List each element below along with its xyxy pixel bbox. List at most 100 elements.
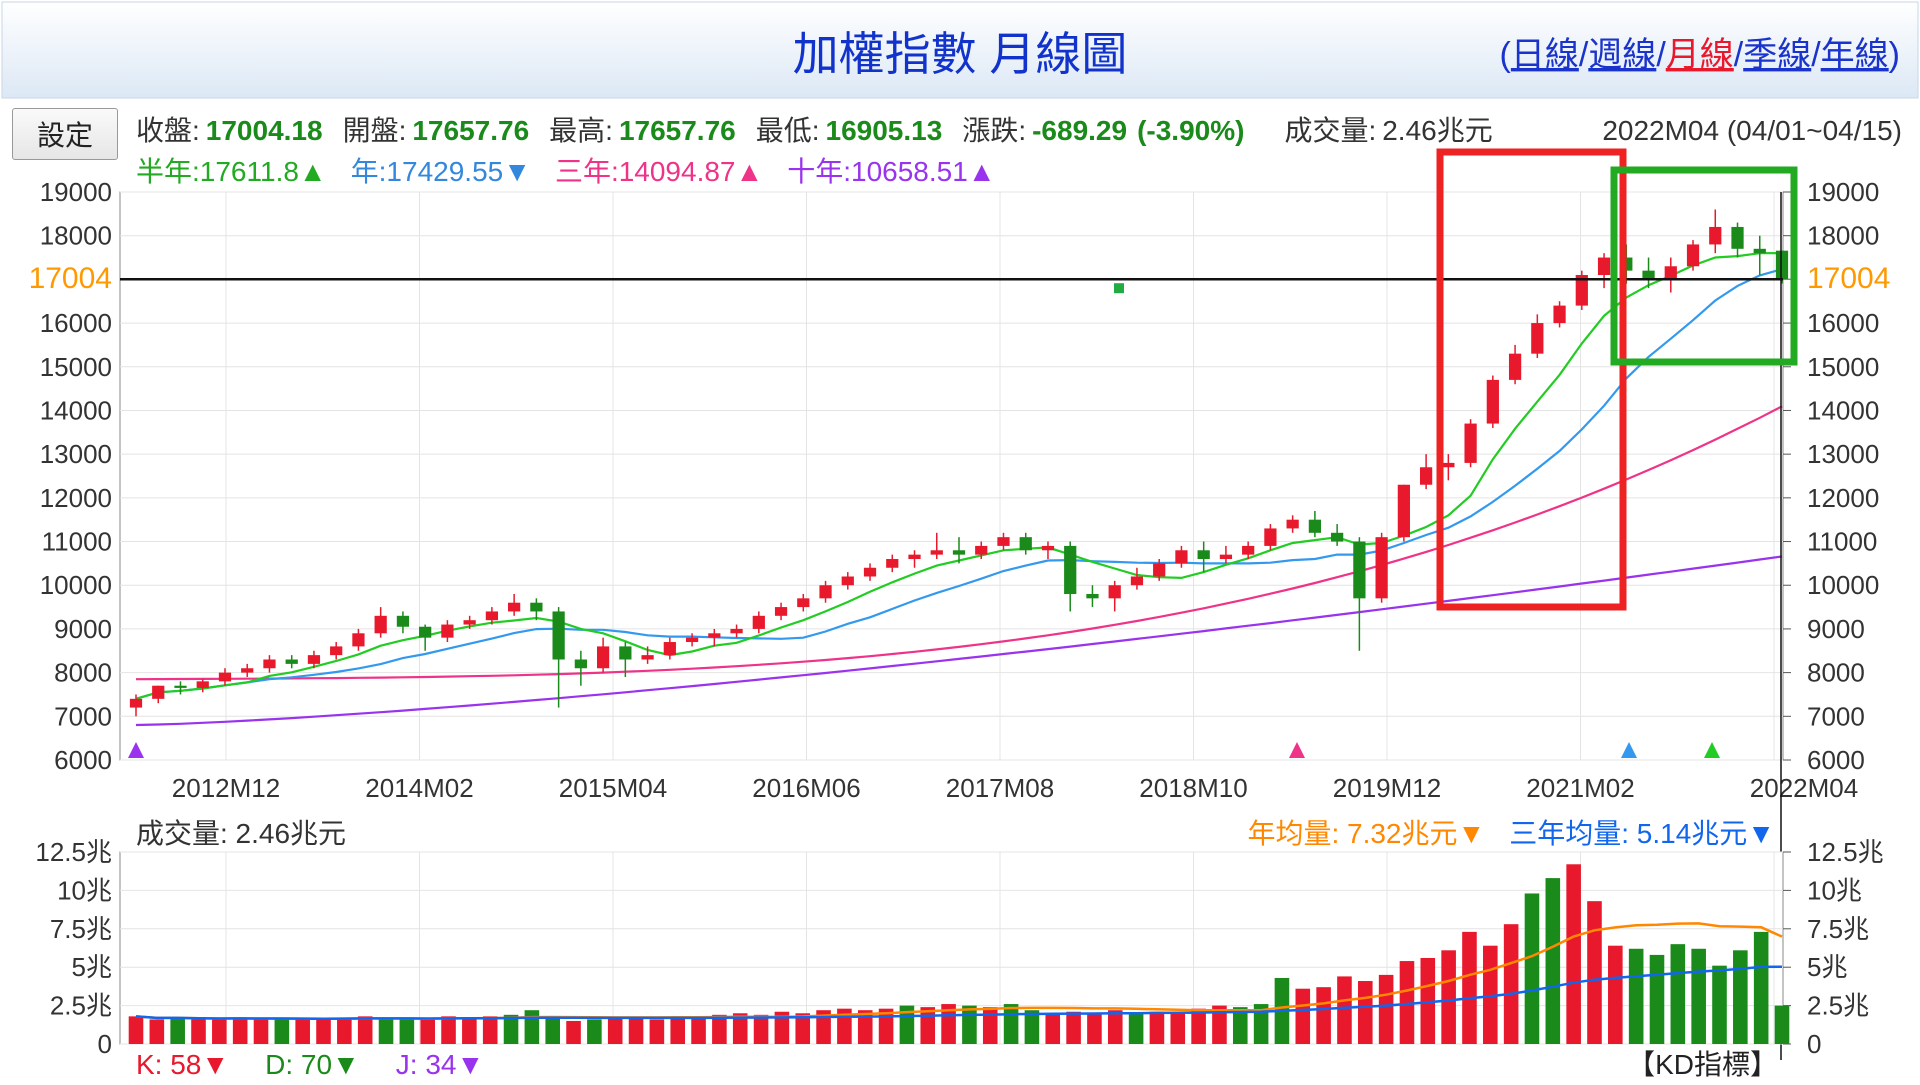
volume-bar: [1691, 948, 1706, 1044]
candle-body: [152, 685, 165, 699]
volume-bar: [420, 1019, 435, 1044]
candle-body: [685, 637, 699, 643]
volume-bar: [253, 1019, 269, 1044]
period-link-3[interactable]: 季線: [1743, 36, 1811, 74]
candle-body: [908, 554, 921, 560]
candle-body: [774, 607, 788, 616]
candle-body: [708, 633, 721, 638]
candle-body: [930, 550, 943, 555]
candle-body: [330, 646, 343, 656]
quote-open-label: 開盤:: [343, 115, 407, 146]
x-tick-label: 2015M04: [559, 773, 667, 803]
paren-open: (: [1500, 36, 1512, 74]
volume-y-tick-left: 2.5兆: [50, 991, 112, 1021]
volume-bar: [795, 1013, 811, 1044]
candle-body: [1041, 545, 1055, 551]
kd-indicator-label[interactable]: 【KD指標】: [1627, 1049, 1778, 1080]
settings-button[interactable]: 設定: [12, 108, 118, 160]
candle-body: [1353, 541, 1366, 599]
ma-arrow-1: ▼: [503, 156, 531, 187]
volume-bar: [1753, 931, 1769, 1044]
link-separator: /: [1734, 36, 1744, 74]
y-tick-label-left: 16000: [40, 308, 112, 338]
candle-body: [997, 537, 1010, 546]
volume-bar: [1420, 957, 1436, 1044]
volume-bar: [337, 1017, 352, 1044]
volume-bar: [607, 1017, 623, 1044]
period-link-2[interactable]: 月線: [1666, 36, 1734, 74]
kd-d-arrow: ▼: [332, 1049, 360, 1080]
volume-y-tick-left: 7.5兆: [50, 914, 112, 944]
volume-bar: [170, 1017, 185, 1044]
y-tick-label-left: 19000: [40, 177, 112, 207]
candle-body: [285, 659, 298, 664]
volume-bar: [1191, 1008, 1206, 1044]
link-separator: /: [1811, 36, 1821, 74]
x-tick-label: 2018M10: [1139, 773, 1247, 803]
volume-bar: [1170, 1013, 1186, 1044]
volume-label: 成交量: 2.46兆元: [136, 818, 346, 849]
quote-volume-value: 2.46兆元: [1382, 115, 1493, 146]
candle-body: [1575, 275, 1588, 306]
quote-change-value: -689.29: [1032, 115, 1127, 146]
candle-body: [1130, 576, 1144, 586]
volume-bar: [670, 1017, 686, 1044]
y-tick-label-left: 12000: [40, 483, 112, 513]
volume-bar: [482, 1016, 498, 1044]
candle-body: [1175, 550, 1188, 564]
volume-bar: [774, 1011, 790, 1044]
candle-body: [530, 602, 543, 612]
y-tick-label-left: 6000: [54, 745, 112, 775]
ma-arrow-2: ▲: [736, 156, 764, 187]
candle-body: [1375, 537, 1388, 599]
candle-body: [1242, 545, 1255, 555]
kd-j-label: J: 34: [396, 1049, 457, 1080]
page-title: 加權指數 月線圖: [793, 28, 1128, 80]
quote-close-label: 收盤:: [136, 115, 200, 146]
y-tick-label-right: 8000: [1807, 658, 1865, 688]
volume-bar: [1503, 924, 1519, 1044]
candle-body: [1264, 528, 1277, 546]
y-tick-label-right: 19000: [1807, 177, 1879, 207]
y-tick-label-right: 14000: [1807, 395, 1879, 425]
ma-value-0: 17611.8: [200, 156, 299, 187]
candle-body: [952, 550, 966, 555]
volume-bar: [1441, 950, 1456, 1044]
volume-bar: [1024, 1010, 1040, 1044]
volume-bar: [1587, 901, 1602, 1044]
period-link-4[interactable]: 年線: [1821, 36, 1889, 74]
candle-body: [819, 585, 832, 599]
candle-body: [1664, 266, 1677, 280]
period-link-1[interactable]: 週線: [1588, 36, 1656, 74]
quote-close-value: 17004.18: [206, 115, 323, 146]
x-tick-label: 2019M12: [1333, 773, 1441, 803]
candle-body: [1019, 537, 1032, 551]
y-tick-label-left: 9000: [54, 614, 112, 644]
volume-bar: [503, 1014, 519, 1044]
volume-bar: [1066, 1011, 1081, 1044]
volume-bar: [1316, 987, 1331, 1044]
candle-body: [1642, 270, 1655, 280]
candle-body: [1086, 593, 1099, 599]
volume-bar: [649, 1019, 665, 1044]
period-link-0[interactable]: 日線: [1511, 36, 1579, 74]
volume-bar: [1545, 878, 1561, 1044]
candle-body: [374, 615, 387, 634]
volume-bar: [128, 1016, 144, 1044]
candle-body: [1753, 248, 1766, 254]
ma-label-3: 十年:: [787, 156, 851, 187]
volume-bar: [191, 1019, 206, 1044]
volume-bar: [1649, 954, 1665, 1044]
candle-body: [596, 646, 610, 669]
quote-period: 2022M04 (04/01~04/15): [1602, 115, 1902, 146]
kd-d-label: D: 70: [265, 1049, 332, 1080]
volume-bar: [1378, 974, 1394, 1044]
volume-y-tick-right: 10兆: [1807, 875, 1862, 905]
volume-bar: [1107, 1010, 1123, 1044]
y-tick-label-right: 12000: [1807, 483, 1879, 513]
current-price-label-left: 17004: [29, 262, 112, 295]
volume-bar: [1566, 864, 1581, 1044]
ma-label-0: 半年:: [136, 156, 200, 187]
x-tick-label: 2012M12: [172, 773, 280, 803]
volume-bar: [399, 1019, 415, 1044]
